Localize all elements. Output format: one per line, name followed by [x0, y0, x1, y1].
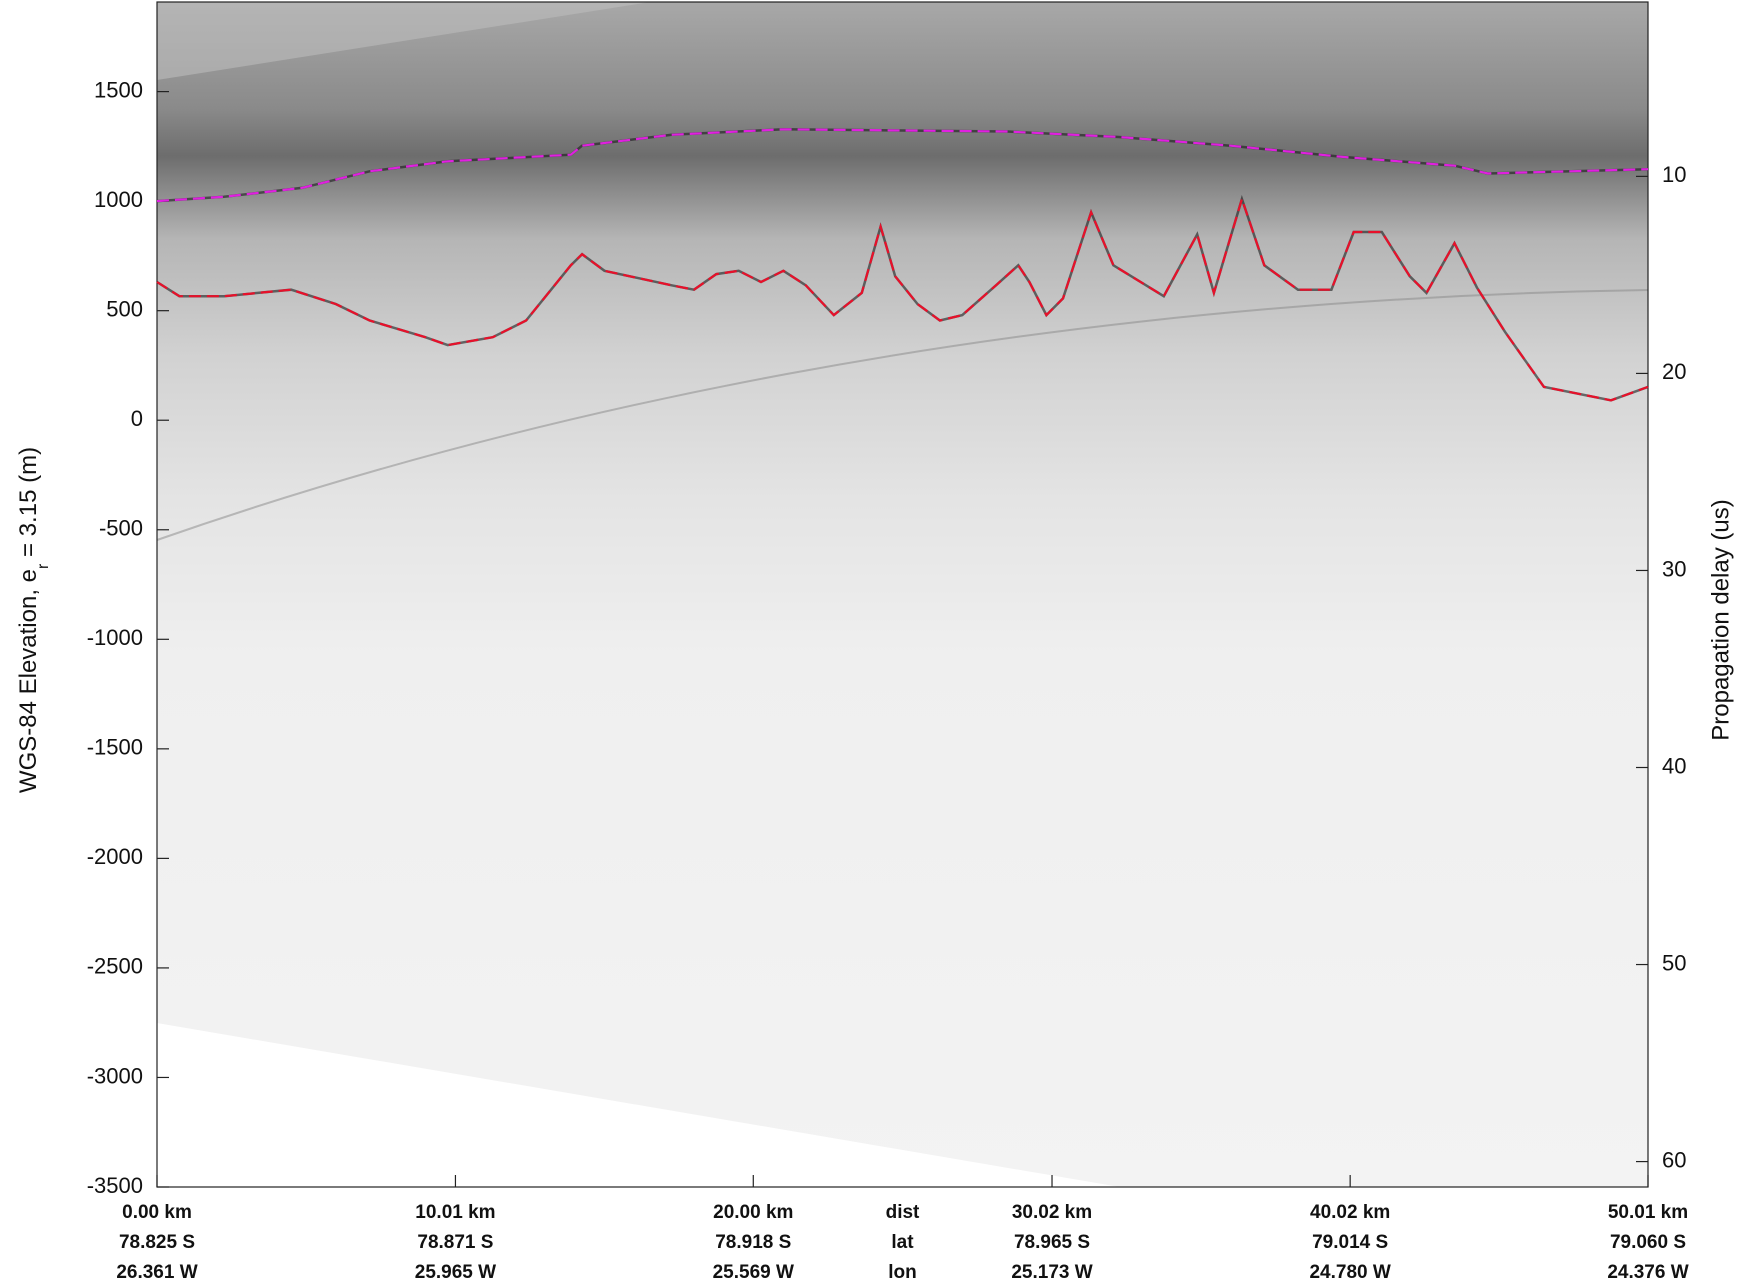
lat-label: 78.825 S: [119, 1232, 195, 1253]
y-tick-label: -2500: [87, 954, 143, 979]
row-name: lat: [891, 1232, 914, 1253]
x-tick-label: 40.02 km: [1310, 1202, 1390, 1223]
y-axis-label-rest: = 3.15 (m): [15, 447, 42, 564]
y-axis-label-main: WGS-84 Elevation, e: [15, 569, 42, 793]
y2-tick-label: 10: [1662, 162, 1686, 187]
x-tick-label: 0.00 km: [122, 1202, 192, 1223]
lon-label: 24.780 W: [1309, 1262, 1390, 1280]
lat-label: 78.965 S: [1014, 1232, 1090, 1253]
y-axis-label-sub: r: [35, 563, 52, 569]
y2-tick-label: 60: [1662, 1147, 1686, 1172]
lon-label: 26.361 W: [116, 1262, 197, 1280]
x-tick-label: 20.00 km: [713, 1202, 793, 1223]
multiple-echo: [156, 289, 1649, 541]
lat-label: 78.918 S: [715, 1232, 791, 1253]
x-tick-label: 10.01 km: [415, 1202, 495, 1223]
lon-label: 25.569 W: [713, 1262, 794, 1280]
y-tick-label: -1500: [87, 735, 143, 760]
y-tick-label: -500: [99, 516, 143, 541]
y-tick-label: 500: [106, 296, 143, 321]
y2-tick-label: 30: [1662, 556, 1686, 581]
y-tick-label: 1000: [94, 187, 143, 212]
lon-label: 25.965 W: [415, 1262, 496, 1280]
no-data-region: [157, 1023, 1120, 1187]
y-axis-label: WGS-84 Elevation, er = 3.15 (m): [15, 447, 52, 793]
trace-line: [156, 128, 1649, 203]
trace-line: [156, 195, 1649, 402]
y2-tick-label: 50: [1662, 950, 1686, 975]
lat-label: 79.060 S: [1610, 1232, 1686, 1253]
row-name: lon: [888, 1262, 917, 1280]
y-tick-label: -3000: [87, 1063, 143, 1088]
y2-tick-label: 40: [1662, 753, 1686, 778]
lon-label: 24.376 W: [1607, 1262, 1688, 1280]
lat-label: 79.014 S: [1312, 1232, 1388, 1253]
y-tick-label: 1500: [94, 77, 143, 102]
row-name: dist: [886, 1202, 920, 1223]
y-tick-label: -1000: [87, 625, 143, 650]
no-data-region: [157, 2, 650, 80]
plot-frame: [156, 1, 1649, 1188]
y2-tick-label: 20: [1662, 359, 1686, 384]
echogram: [157, 2, 1648, 1187]
x-tick-label: 30.02 km: [1012, 1202, 1092, 1223]
y2-axis-label: Propagation delay (us): [1707, 499, 1734, 740]
lat-label: 78.871 S: [417, 1232, 493, 1253]
y-tick-label: -2000: [87, 844, 143, 869]
x-tick-label: 50.01 km: [1608, 1202, 1688, 1223]
y-tick-label: 0: [131, 406, 143, 431]
lon-label: 25.173 W: [1011, 1262, 1092, 1280]
y-tick-label: -3500: [87, 1173, 143, 1198]
